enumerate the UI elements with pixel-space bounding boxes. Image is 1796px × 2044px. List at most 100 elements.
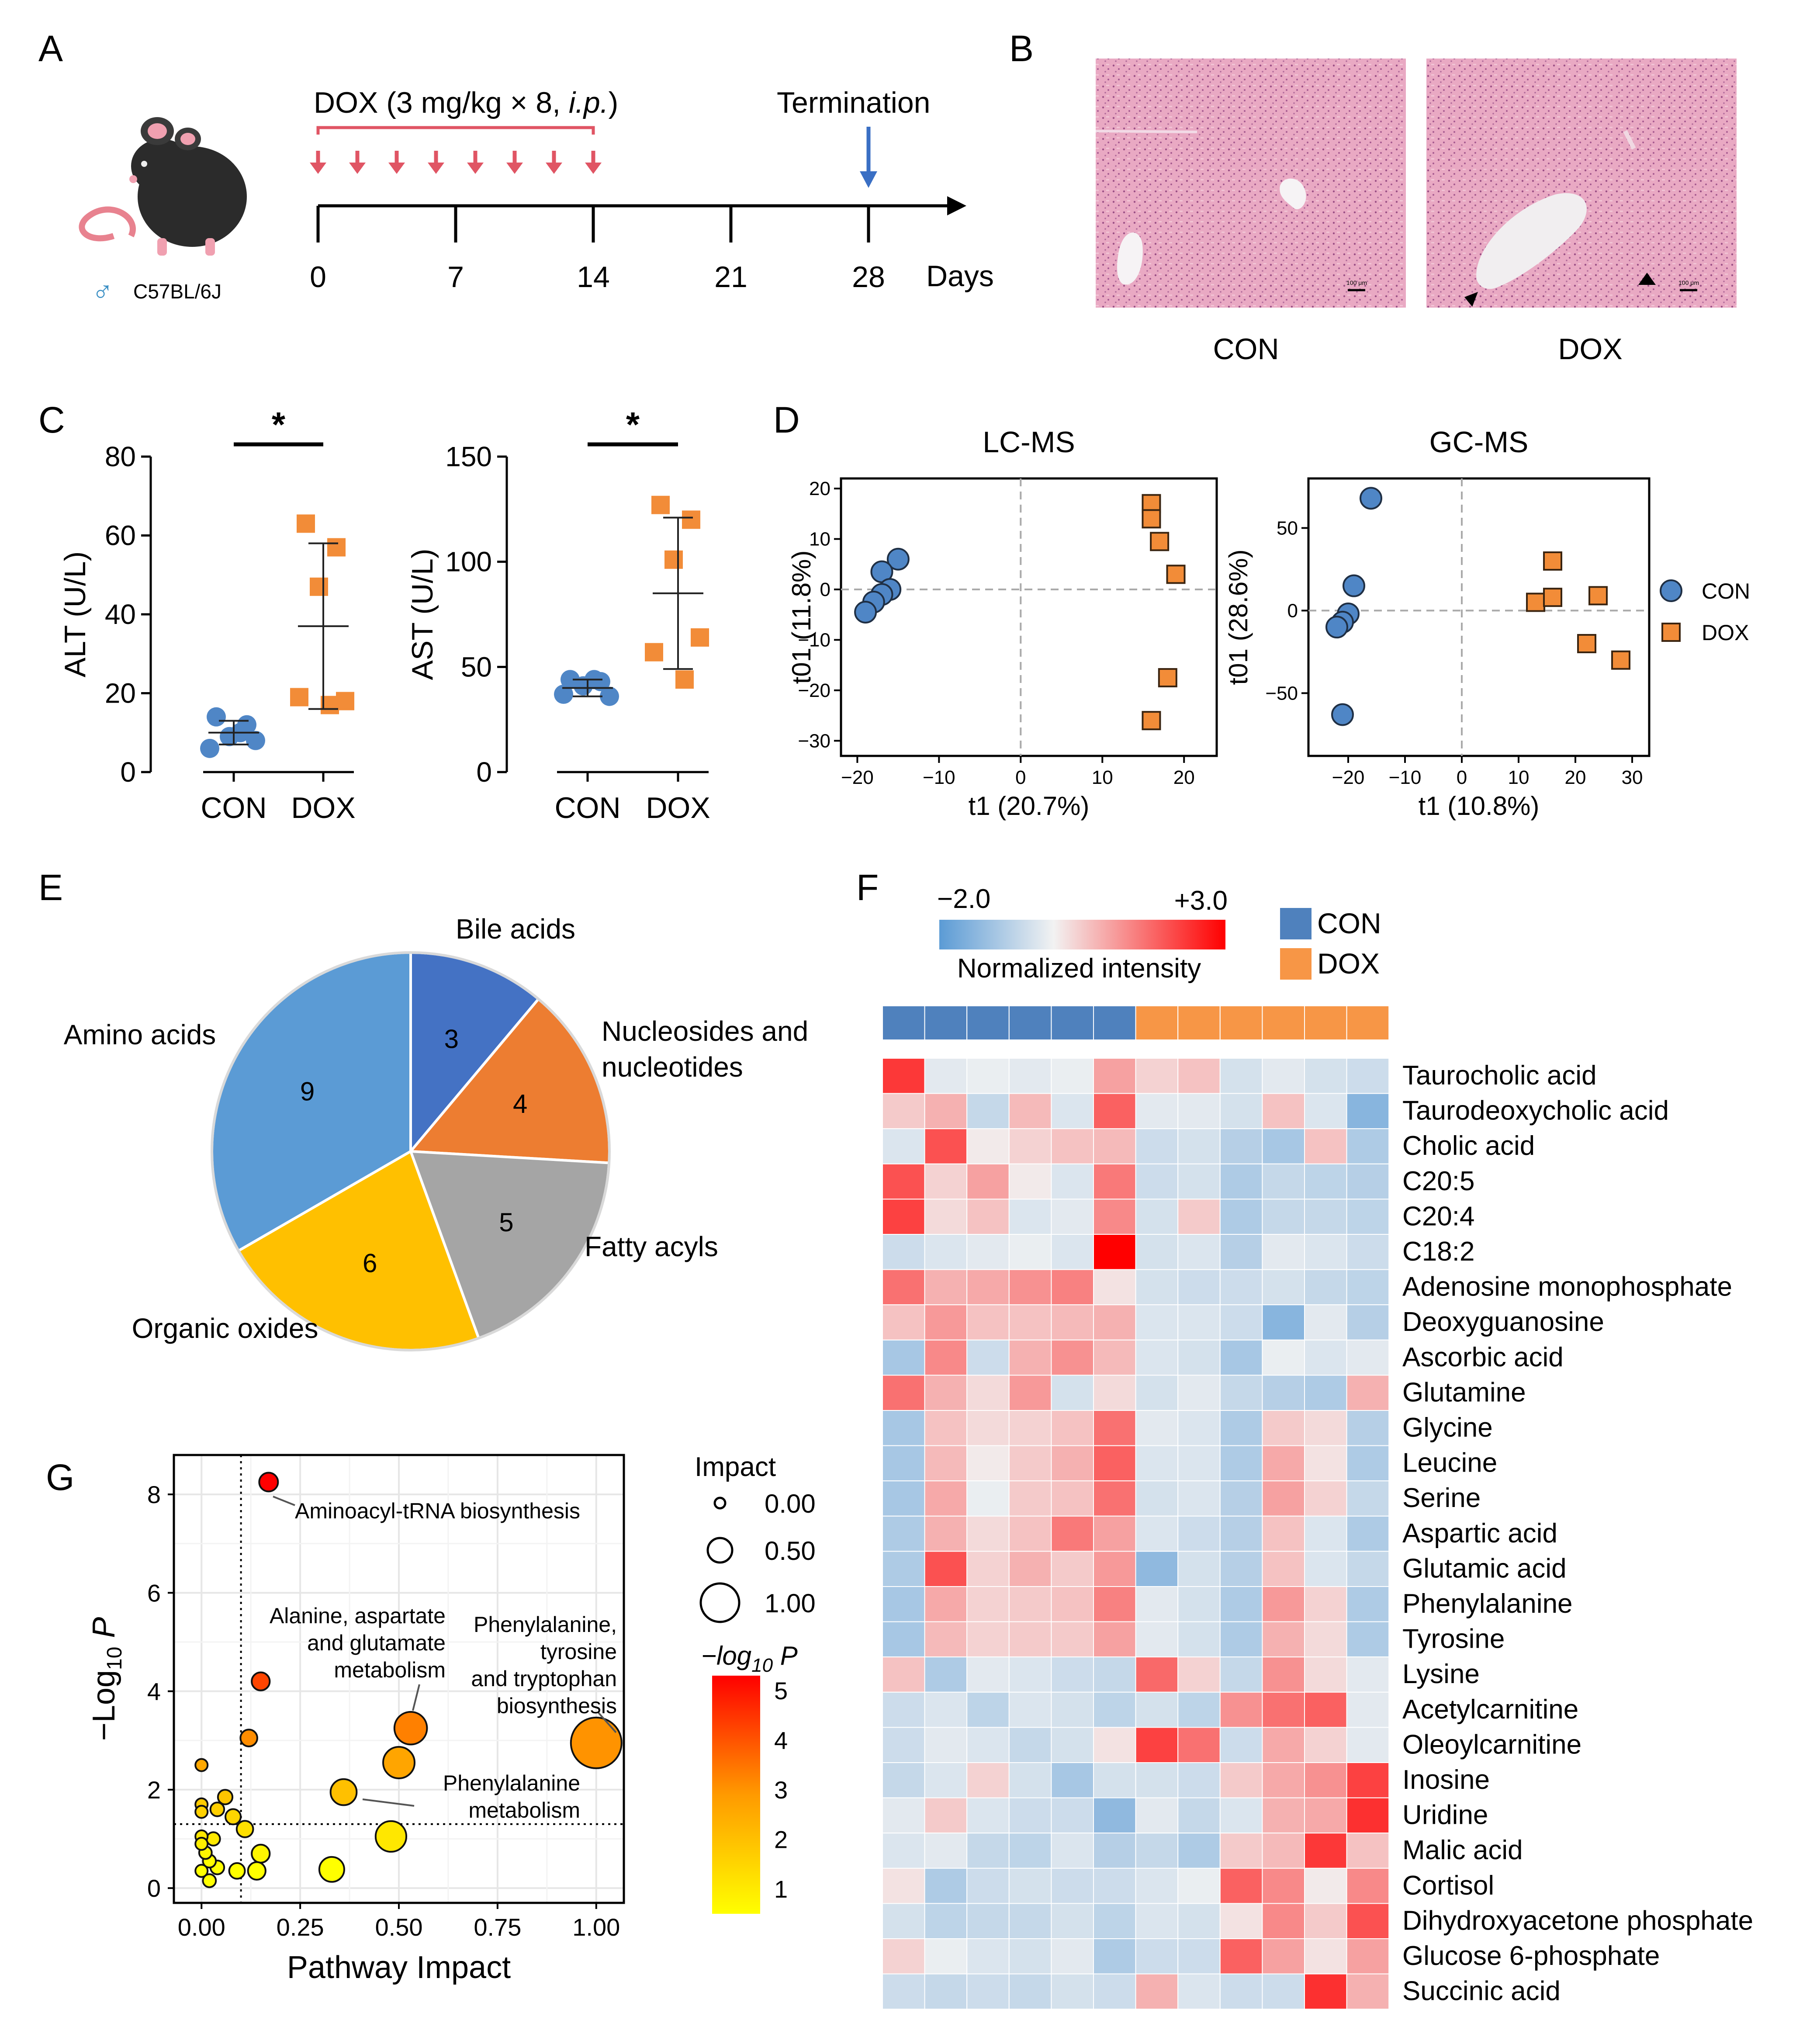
heatmap-cell-14-6 — [1135, 1551, 1179, 1587]
dose-arrowhead-2 — [388, 163, 405, 174]
heatmap-cell-2-10 — [1304, 1128, 1347, 1164]
heatmap-cell-26-10 — [1304, 1973, 1347, 2010]
heatmap-cell-23-9 — [1262, 1867, 1305, 1904]
panel-label-e: E — [38, 867, 63, 908]
pathway-bubble-plot: 0.00 0.25 0.50 0.75 1.00 0 2 4 6 8 Pathway Impact −… — [87, 1452, 816, 1985]
heatmap-cell-24-0 — [882, 1903, 925, 1939]
heatmap-cell-3-7 — [1177, 1163, 1221, 1200]
x-tick-label-3: 10 — [1092, 767, 1113, 788]
timeline-arrowhead — [947, 196, 966, 215]
heatmap-cell-10-8 — [1219, 1410, 1263, 1446]
heatmap-cell-11-6 — [1135, 1445, 1179, 1482]
heatmap-cell-18-11 — [1346, 1691, 1390, 1728]
dose-arrowhead-5 — [506, 163, 523, 174]
x-tick-label-0: CON — [554, 791, 620, 825]
heatmap-cell-5-3 — [1008, 1234, 1052, 1270]
point-DOX-3 — [691, 628, 709, 647]
heatmap-cell-12-10 — [1304, 1480, 1347, 1517]
heatmap-cell-3-11 — [1346, 1163, 1390, 1200]
annotation-leader-0 — [273, 1496, 295, 1506]
row-label-11: Leucine — [1402, 1448, 1497, 1478]
row-label-24: Dihydroxyacetone phosphate — [1402, 1905, 1753, 1936]
heatmap-cell-4-4 — [1051, 1199, 1094, 1235]
annotation-2-line-3: biosynthesis — [497, 1694, 617, 1718]
heatmap-cell-16-7 — [1177, 1621, 1221, 1658]
row-label-22: Malic acid — [1402, 1835, 1523, 1865]
heatmap-cell-25-7 — [1177, 1938, 1221, 1975]
heatmap-cell-3-6 — [1135, 1163, 1179, 1200]
heatmap-cell-21-6 — [1135, 1797, 1179, 1834]
panel-label-a: A — [38, 28, 63, 69]
heatmap-cell-18-3 — [1008, 1691, 1052, 1728]
dose-arrowhead-0 — [310, 163, 326, 174]
sex-symbol-icon: ♂ — [92, 275, 114, 308]
heatmap-cell-13-9 — [1262, 1515, 1305, 1552]
row-label-0: Taurocholic acid — [1402, 1060, 1597, 1091]
row-label-13: Aspartic acid — [1402, 1518, 1557, 1549]
row-label-2: Cholic acid — [1402, 1131, 1535, 1161]
heatmap-cell-4-10 — [1304, 1199, 1347, 1235]
heatmap-cell-0-9 — [1262, 1058, 1305, 1094]
point-CON-4 — [554, 684, 573, 704]
heatmap-cell-10-2 — [966, 1410, 1010, 1446]
heatmap-cell-5-8 — [1219, 1234, 1263, 1270]
row-label-17: Lysine — [1402, 1659, 1480, 1689]
heatmap-cell-4-11 — [1346, 1199, 1390, 1235]
heatmap-cell-0-2 — [966, 1058, 1010, 1094]
heatmap-cell-19-9 — [1262, 1727, 1305, 1763]
heatmap-cell-0-7 — [1177, 1058, 1221, 1094]
point-CON-0 — [207, 707, 226, 727]
heatmap-cell-0-4 — [1051, 1058, 1094, 1094]
heatmap-cell-22-4 — [1051, 1833, 1094, 1869]
group-bar-cell-1 — [924, 1005, 968, 1040]
point-DOX-2 — [310, 577, 328, 596]
row-label-15: Phenylalanine — [1402, 1589, 1573, 1619]
point-CON-5 — [1331, 703, 1354, 726]
pie-label-line-2: nucleotides — [602, 1051, 743, 1083]
size-legend-title: Impact — [695, 1452, 776, 1482]
x-tick-label-2: 0 — [1457, 767, 1467, 788]
annotation-0-line-0: Aminoacyl-tRNA biosynthesis — [295, 1499, 580, 1523]
heatmap-cell-25-9 — [1262, 1938, 1305, 1975]
heatmap-cell-21-5 — [1093, 1797, 1136, 1834]
heatmap-cell-24-10 — [1304, 1903, 1347, 1939]
lcms-score-plot: LC-MS −20 −10 0 10 20 20 10 0 −10 −20 −30 t1 (20.7%)… — [787, 426, 1218, 821]
scale-bar-dox: 100 μm — [1678, 279, 1699, 286]
alt-dot-plot: 0 20 40 60 80 ALT (U/L) CON DOX * — [59, 405, 356, 825]
heatmap-cell-14-8 — [1219, 1551, 1263, 1587]
pathway-bubble-17 — [206, 1831, 221, 1847]
annotation-2-line-1: tyrosine — [540, 1639, 617, 1664]
heatmap-cell-4-2 — [966, 1199, 1010, 1235]
x-tick-label-1: DOX — [646, 791, 710, 825]
y-tick-label-4: 80 — [105, 441, 136, 472]
heatmap-cell-26-0 — [882, 1973, 925, 2010]
heatmap-cell-17-5 — [1093, 1656, 1136, 1693]
heatmap-cell-3-0 — [882, 1163, 925, 1200]
heatmap-cell-26-4 — [1051, 1973, 1094, 2010]
x-tick-label-0: 0.00 — [178, 1913, 225, 1941]
heatmap-cell-16-0 — [882, 1621, 925, 1658]
color-scale-title: Normalized intensity — [957, 953, 1201, 984]
heatmap-cell-20-7 — [1177, 1762, 1221, 1798]
heatmap-cell-21-3 — [1008, 1797, 1052, 1834]
heatmap-cell-19-6 — [1135, 1727, 1179, 1763]
heatmap-cell-12-3 — [1008, 1480, 1052, 1517]
heatmap-cell-5-10 — [1304, 1234, 1347, 1270]
pathway-bubble-10 — [239, 1729, 258, 1747]
heatmap-cell-13-11 — [1346, 1515, 1390, 1552]
heatmap-cell-9-11 — [1346, 1375, 1390, 1411]
panel-label-d: D — [773, 399, 800, 440]
dose-arrowhead-4 — [467, 163, 484, 174]
heatmap-cell-23-1 — [924, 1867, 968, 1904]
heatmap-cell-11-3 — [1008, 1445, 1052, 1482]
x-tick-label-3: 0.75 — [474, 1913, 521, 1941]
heatmap-cell-4-3 — [1008, 1199, 1052, 1235]
heatmap-cell-7-3 — [1008, 1304, 1052, 1341]
heatmap-cell-24-7 — [1177, 1903, 1221, 1939]
heatmap-cell-17-9 — [1262, 1656, 1305, 1693]
row-label-20: Inosine — [1402, 1765, 1490, 1795]
x-tick-label-0: CON — [201, 791, 266, 825]
heatmap-cell-20-8 — [1219, 1762, 1263, 1798]
heatmap-cell-12-7 — [1177, 1480, 1221, 1517]
